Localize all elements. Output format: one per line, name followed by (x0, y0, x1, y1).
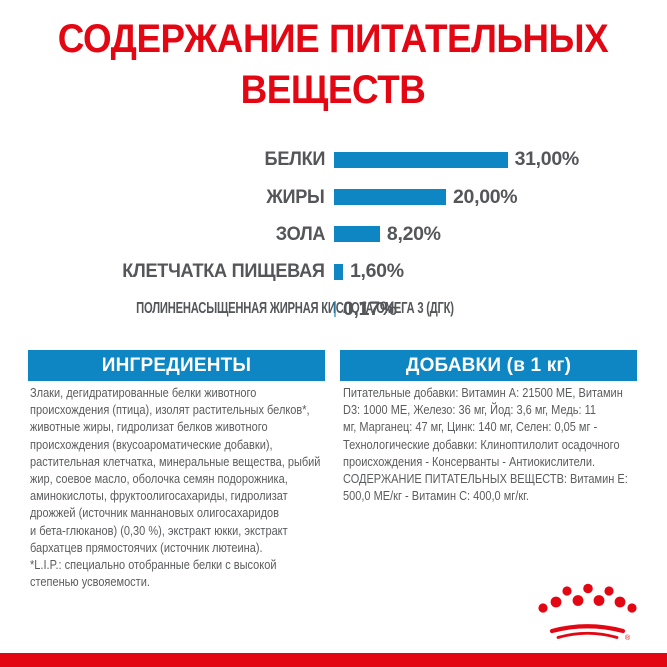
page-title: СОДЕРЖАНИЕ ПИТАТЕЛЬНЫХ ВЕЩЕСТВ (57, 17, 609, 112)
text-line: аминокислоты, фруктоолигосахариды, гидро… (30, 489, 288, 504)
chart-bar (334, 151, 508, 168)
chart-row: ЖИРЫ 20,00% (0, 178, 667, 215)
chart-category-cell: КЛЕТЧАТКА ПИЩЕВАЯ (0, 260, 326, 283)
registered-trademark-glyph: ® (625, 634, 631, 642)
chart-category-cell: ЖИРЫ (0, 186, 325, 209)
text-line: степенью усвояемости. (30, 575, 150, 590)
chart-value-label: 20,00% (453, 185, 518, 208)
chart-row: БЕЛКИ 31,00% (0, 141, 667, 178)
ingredients-text: Злаки, дегидратированные белки животного… (30, 385, 330, 591)
additives-header-label: ДОБАВКИ (в 1 кг) (405, 354, 572, 376)
text-line: СОДЕРЖАНИЕ ПИТАТЕЛЬНЫХ ВЕЩЕСТВ: Витамин … (343, 472, 628, 487)
brand-color-strip (0, 653, 667, 667)
text-line: D3: 1000 ME, Железо: 36 мг, Йод: 3,6 мг,… (343, 403, 597, 418)
text-line: происхождения - Консерванты - Антиокисли… (343, 454, 596, 469)
chart-category-label: КЛЕТЧАТКА ПИЩЕВАЯ (122, 260, 326, 283)
chart-category-label: БЕЛКИ (264, 148, 325, 171)
text-line: бархатцев прямостоячих (источник лютеина… (30, 540, 263, 555)
chart-category-label: ЖИРЫ (266, 185, 325, 208)
additives-text: Питательные добавки: Витамин A: 21500 ME… (343, 385, 643, 505)
chart-bar (334, 301, 336, 318)
additives-header: ДОБАВКИ (в 1 кг) (340, 350, 637, 381)
text-line: Технологические добавки: Клиноптилолит о… (343, 437, 620, 452)
chart-value-label: 8,20% (386, 222, 441, 245)
text-line: происхождения (птица), изолят растительн… (30, 403, 310, 418)
text-line: *L.I.P.: специально отобранные белки с в… (30, 558, 277, 573)
chart-row: ПОЛИНЕНАСЫЩЕННАЯ ЖИРНАЯ КИСЛОТА ОМЕГА 3 … (0, 291, 667, 328)
text-line: растительная клетчатка, минеральные веще… (30, 454, 321, 469)
text-line: Злаки, дегидратированные белки животного (30, 386, 257, 400)
text-line: жир, соевое масло, оболочка семян подоро… (30, 472, 288, 487)
chart-bar (334, 226, 380, 243)
chart-row: ЗОЛА 8,20% (0, 216, 667, 253)
chart-bar (334, 189, 446, 206)
chart-value-label: 31,00% (514, 148, 580, 171)
chart-value-label: 0,17% (343, 297, 397, 320)
text-line: мг, Марганец: 47 мг, Цинк: 140 мг, Селен… (343, 420, 598, 435)
chart-value-label: 1,60% (349, 260, 404, 283)
chart-category-cell: ЗОЛА (0, 222, 326, 246)
ingredients-header: ИНГРЕДИЕНТЫ (28, 350, 325, 381)
text-line: Питательные добавки: Витамин A: 21500 ME… (343, 386, 623, 400)
chart-category-cell: ПОЛИНЕНАСЫЩЕННАЯ ЖИРНАЯ КИСЛОТА ОМЕГА 3 … (0, 300, 454, 318)
text-line: 500,0 ME/кг - Витамин C: 400,0 мг/кг. (343, 489, 529, 504)
text-line: происхождения (вкусоароматические добавк… (30, 437, 273, 452)
text-line: животные жиры, гидролизат белков животно… (30, 420, 268, 435)
ingredients-header-label: ИНГРЕДИЕНТЫ (101, 354, 252, 376)
nutrition-chart: БЕЛКИ 31,00% ЖИРЫ 20,00% ЗОЛА 8,20% КЛЕТЧАТКА … (0, 141, 667, 328)
text-line: и бета-глюканов) (0,30 %), экстракт юкки… (30, 523, 288, 538)
text-line: дрожжей (источник маннановых олигосахари… (30, 506, 280, 521)
chart-category-cell: БЕЛКИ (0, 148, 325, 171)
chart-row: КЛЕТЧАТКА ПИЩЕВАЯ 1,60% (0, 253, 667, 290)
chart-bar (334, 263, 343, 280)
royal-canin-crown-icon: ® (535, 582, 640, 644)
chart-category-label: ЗОЛА (275, 222, 326, 245)
chart-category-label: ПОЛИНЕНАСЫЩЕННАЯ ЖИРНАЯ КИСЛОТА ОМЕГА 3 … (136, 300, 454, 318)
